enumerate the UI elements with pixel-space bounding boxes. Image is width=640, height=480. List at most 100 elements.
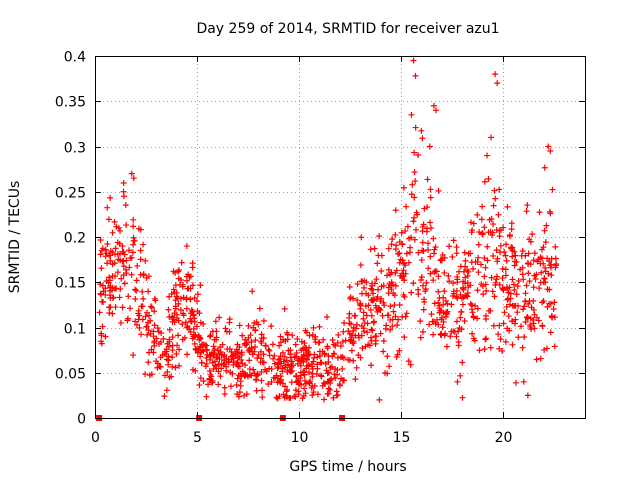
data-point xyxy=(524,313,531,320)
data-point xyxy=(474,305,481,312)
data-point xyxy=(420,282,427,289)
data-point xyxy=(276,342,283,349)
data-point xyxy=(480,291,487,298)
data-point xyxy=(402,227,409,234)
data-point xyxy=(346,310,353,317)
data-point xyxy=(203,347,210,354)
data-point xyxy=(542,268,549,275)
data-point xyxy=(444,308,451,315)
data-point xyxy=(375,286,382,293)
data-point xyxy=(237,378,244,385)
data-point xyxy=(283,329,290,336)
data-point xyxy=(506,232,513,239)
data-point xyxy=(239,360,246,367)
data-point xyxy=(313,370,320,377)
data-point xyxy=(542,239,549,246)
data-point xyxy=(353,321,360,328)
data-point xyxy=(183,296,190,303)
data-point xyxy=(269,341,276,348)
data-point xyxy=(405,358,412,365)
data-point xyxy=(297,369,304,376)
x-axis-label: GPS time / hours xyxy=(289,459,406,475)
data-point xyxy=(117,227,124,234)
data-point xyxy=(99,282,106,289)
data-point xyxy=(522,290,529,297)
data-point xyxy=(190,312,197,319)
data-point xyxy=(512,252,519,259)
data-point xyxy=(401,334,408,341)
data-point xyxy=(177,295,184,302)
data-point xyxy=(206,368,213,375)
y-tick-label: 0.2 xyxy=(64,231,86,247)
data-point xyxy=(527,315,534,322)
data-point xyxy=(365,302,372,309)
data-point xyxy=(239,368,246,375)
spike-point xyxy=(492,71,499,78)
data-point xyxy=(310,389,317,396)
data-point xyxy=(215,368,222,375)
data-point xyxy=(488,274,495,281)
data-point xyxy=(319,348,326,355)
data-point xyxy=(120,263,127,270)
data-point xyxy=(220,361,227,368)
data-point xyxy=(215,381,222,388)
data-point xyxy=(173,293,180,300)
data-point xyxy=(454,378,461,385)
data-point xyxy=(523,208,530,215)
data-point xyxy=(293,372,300,379)
data-point xyxy=(535,317,542,324)
x-tick-label: 5 xyxy=(193,430,202,446)
data-point xyxy=(311,336,318,343)
data-point xyxy=(211,336,218,343)
data-point xyxy=(353,364,360,371)
data-point xyxy=(303,329,310,336)
data-point xyxy=(502,266,509,273)
data-point xyxy=(249,348,256,355)
x-tick-label: 15 xyxy=(393,430,411,446)
data-point xyxy=(203,354,210,361)
data-point xyxy=(354,297,361,304)
data-point xyxy=(197,375,204,382)
data-point xyxy=(350,340,357,347)
data-point xyxy=(489,229,496,236)
data-point xyxy=(236,389,243,396)
data-point xyxy=(395,250,402,257)
data-point xyxy=(401,277,408,284)
data-point xyxy=(279,349,286,356)
data-point xyxy=(419,328,426,335)
data-point xyxy=(465,250,472,257)
data-point xyxy=(130,234,137,241)
data-point xyxy=(209,328,216,335)
data-point xyxy=(222,325,229,332)
data-point xyxy=(189,282,196,289)
data-point xyxy=(112,304,119,311)
data-point xyxy=(357,262,364,269)
data-point xyxy=(490,202,497,209)
data-point xyxy=(119,258,126,265)
data-point xyxy=(248,372,255,379)
data-point xyxy=(288,379,295,386)
data-point xyxy=(541,227,548,234)
data-point xyxy=(172,364,179,371)
data-point xyxy=(415,249,422,256)
data-point xyxy=(404,223,411,230)
data-point xyxy=(457,372,464,379)
data-point xyxy=(445,272,452,279)
data-point xyxy=(340,355,347,362)
data-point xyxy=(398,229,405,236)
data-point xyxy=(306,351,313,358)
data-point xyxy=(309,382,316,389)
data-point xyxy=(354,281,361,288)
data-point xyxy=(275,361,282,368)
data-point xyxy=(294,336,301,343)
data-point xyxy=(210,365,217,372)
data-point xyxy=(251,320,258,327)
data-point xyxy=(365,292,372,299)
data-point xyxy=(216,314,223,321)
data-point xyxy=(150,349,157,356)
data-point xyxy=(255,351,262,358)
data-point xyxy=(234,359,241,366)
data-point xyxy=(413,226,420,233)
data-point xyxy=(531,325,538,332)
data-point xyxy=(501,309,508,316)
